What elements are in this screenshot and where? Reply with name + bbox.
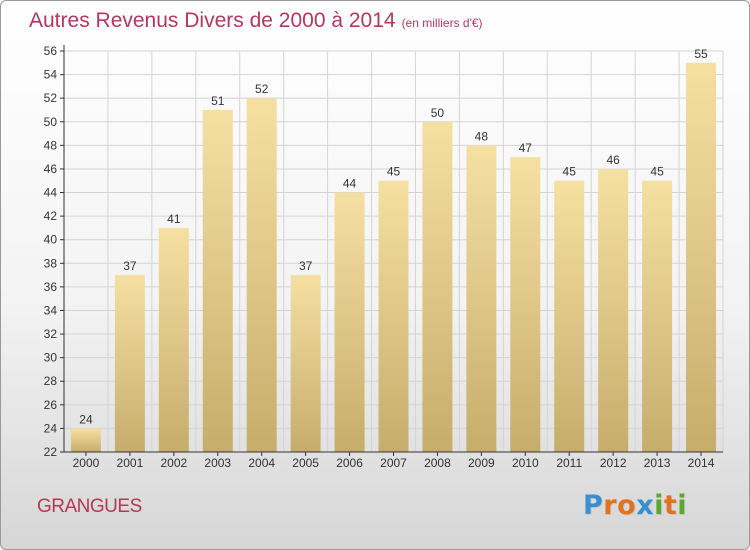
data-label: 46 <box>606 153 620 167</box>
chart-title-text: Autres Revenus Divers de 2000 à 2014 <box>29 9 396 32</box>
y-tick-label: 24 <box>44 421 58 435</box>
bar-2004 <box>246 98 277 453</box>
y-tick-label: 38 <box>44 256 58 270</box>
bar-2010 <box>510 157 541 452</box>
town-name: GRANGUES <box>37 496 142 517</box>
bar-2006 <box>334 192 365 452</box>
data-label: 41 <box>167 212 181 226</box>
data-label: 51 <box>211 94 225 108</box>
data-label: 37 <box>299 259 313 273</box>
y-tick-label: 52 <box>44 91 58 105</box>
x-tick-label: 2006 <box>336 456 363 470</box>
x-tick-label: 2007 <box>380 456 407 470</box>
bar-2005 <box>290 275 321 452</box>
x-tick-label: 2000 <box>73 456 100 470</box>
bar-2007 <box>378 180 409 452</box>
logo-letter: t <box>663 490 678 521</box>
y-tick-label: 56 <box>44 44 58 58</box>
x-tick-label: 2009 <box>468 456 495 470</box>
y-tick-label: 46 <box>44 162 58 176</box>
logo-letter: r <box>603 490 618 521</box>
y-tick-label: 48 <box>44 138 58 152</box>
proxiti-logo[interactable]: Proxiti <box>583 490 687 521</box>
y-tick-label: 36 <box>44 280 58 294</box>
x-tick-label: 2012 <box>600 456 627 470</box>
data-label: 52 <box>255 82 269 96</box>
x-tick-label: 2011 <box>556 456 582 470</box>
y-tick-label: 54 <box>44 68 58 82</box>
bar-2001 <box>114 275 145 452</box>
y-tick-label: 28 <box>44 374 58 388</box>
logo-letter: i <box>677 490 688 521</box>
logo-letter: i <box>654 490 664 521</box>
bars: 24 37 41 51 52 37 44 45 50 48 47 45 46 45 55 <box>70 47 717 453</box>
bar-2003 <box>202 109 233 453</box>
axes: 22 24 26 28 30 32 34 36 38 40 42 44 46 48 50 52 54 56 2000… <box>44 44 723 470</box>
chart-title: Autres Revenus Divers de 2000 à 2014 (en … <box>29 9 483 33</box>
data-label: 44 <box>343 177 357 191</box>
logo-letter: P <box>583 490 604 521</box>
y-tick-label: 26 <box>44 398 58 412</box>
bar-2012 <box>598 168 629 453</box>
bar-2013 <box>642 180 673 452</box>
bar-2014 <box>686 62 717 452</box>
data-label: 55 <box>694 47 708 61</box>
x-tick-label: 2013 <box>644 456 671 470</box>
data-label: 45 <box>387 165 401 179</box>
data-label: 37 <box>123 259 137 273</box>
logo-letter: x <box>636 490 655 521</box>
y-tick-label: 50 <box>44 115 58 129</box>
data-label: 45 <box>650 165 664 179</box>
data-label: 24 <box>79 412 93 426</box>
x-tick-label: 2014 <box>688 456 715 470</box>
data-label: 45 <box>563 165 577 179</box>
data-label: 48 <box>475 129 489 143</box>
bar-2000 <box>70 428 101 452</box>
x-tick-label: 2005 <box>292 456 319 470</box>
data-label: 50 <box>431 106 445 120</box>
y-tick-label: 22 <box>44 445 58 459</box>
y-tick-label: 44 <box>44 186 58 200</box>
bar-2011 <box>554 180 585 452</box>
y-tick-label: 30 <box>44 351 58 365</box>
bar-2009 <box>466 145 497 452</box>
bar-2008 <box>422 121 453 452</box>
x-tick-label: 2001 <box>117 456 144 470</box>
x-tick-label: 2008 <box>424 456 451 470</box>
x-tick-label: 2003 <box>204 456 231 470</box>
bar-2002 <box>158 227 189 452</box>
y-tick-label: 40 <box>44 233 58 247</box>
y-tick-label: 42 <box>44 209 58 223</box>
x-tick-label: 2002 <box>160 456 187 470</box>
logo-letter: o <box>617 490 637 521</box>
y-tick-label: 32 <box>44 327 58 341</box>
x-tick-label: 2004 <box>248 456 275 470</box>
x-tick-label: 2010 <box>512 456 539 470</box>
y-tick-label: 34 <box>44 303 58 317</box>
data-label: 47 <box>519 141 533 155</box>
chart-unit: (en milliers d'€) <box>401 16 483 30</box>
